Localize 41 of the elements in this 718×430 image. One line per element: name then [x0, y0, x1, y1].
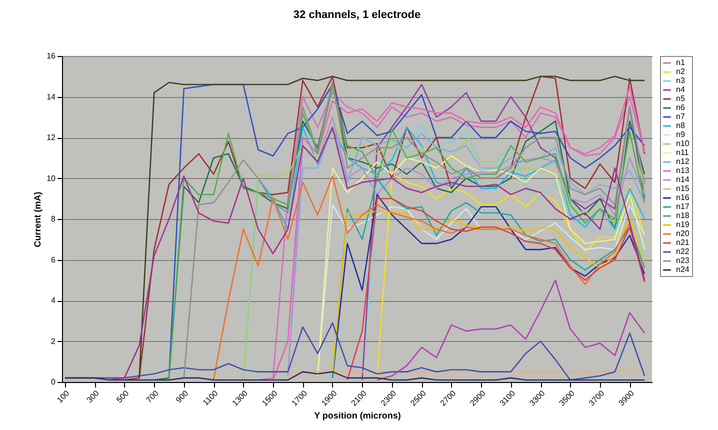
legend-label: n20 — [676, 229, 690, 238]
legend-label: n7 — [676, 112, 686, 121]
y-tick-label: 0 — [51, 378, 56, 386]
legend-label: n15 — [676, 184, 690, 193]
legend-label: n5 — [676, 94, 686, 103]
legend-label: n4 — [676, 85, 686, 94]
legend-label: n1 — [676, 58, 686, 67]
legend-label: n8 — [676, 121, 686, 130]
legend-label: n12 — [676, 157, 690, 166]
y-tick-label: 2 — [51, 336, 56, 346]
legend-label: n9 — [676, 130, 686, 139]
legend-label: n18 — [676, 211, 690, 220]
x-axis-title: Y position (microns) — [314, 410, 401, 421]
legend-label: n24 — [676, 265, 690, 274]
legend-label: n10 — [676, 139, 690, 148]
legend-label: n17 — [676, 202, 690, 211]
x-tick-label: 700 — [144, 388, 161, 405]
legend-label: n22 — [676, 247, 690, 256]
x-tick-label: 300 — [85, 388, 102, 405]
x-tick-label: 100 — [55, 388, 72, 405]
y-axis-title: Current (mA) — [32, 192, 43, 248]
y-tick-label: 6 — [51, 255, 56, 264]
legend-label: n3 — [676, 76, 686, 85]
chart-title: 32 channels, 1 electrode — [293, 9, 421, 21]
x-tick-label: 900 — [174, 388, 190, 405]
y-tick-label: 10 — [46, 174, 56, 183]
y-tick-label: 12 — [46, 133, 56, 142]
legend-label: n14 — [676, 175, 690, 184]
legend-label: n11 — [676, 148, 690, 157]
legend-label: n2 — [676, 67, 686, 76]
legend-label: n6 — [676, 103, 686, 112]
legend-label: n23 — [676, 256, 690, 265]
y-tick-label: 14 — [46, 92, 56, 102]
x-tick-label: 500 — [114, 388, 131, 405]
y-tick-label: 4 — [51, 296, 56, 305]
legend-label: n13 — [676, 166, 690, 175]
y-tick-label: 16 — [46, 52, 56, 60]
legend-label: n19 — [676, 220, 690, 229]
legend-label: n21 — [676, 238, 690, 247]
y-tick-label: 8 — [51, 214, 56, 224]
legend-label: n16 — [676, 193, 690, 202]
